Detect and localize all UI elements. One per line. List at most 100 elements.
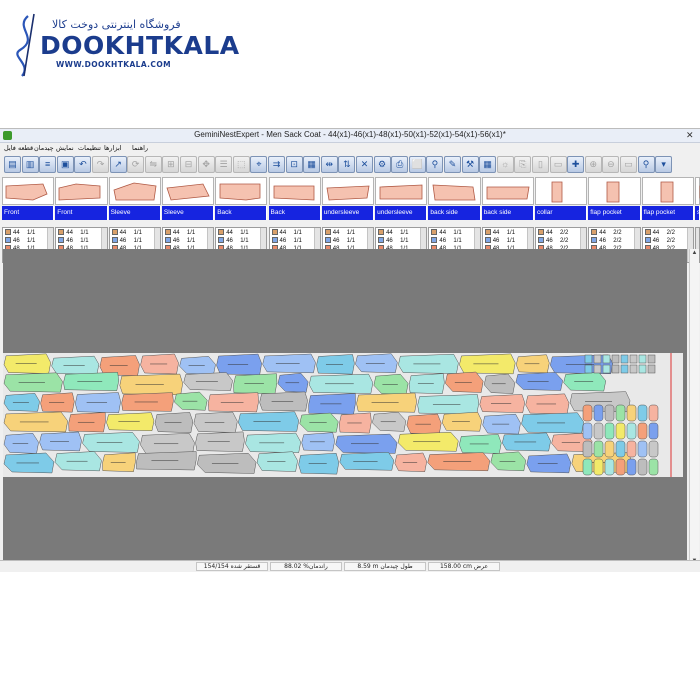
tools-button[interactable]: ⚒ xyxy=(461,156,479,173)
align-button[interactable]: ⊞ xyxy=(162,156,180,173)
size-checkbox[interactable] xyxy=(271,237,278,244)
size-row[interactable]: 44 1/1 xyxy=(431,229,462,237)
delete-button[interactable]: ✕ xyxy=(356,156,373,173)
piece-button[interactable]: ▭ xyxy=(549,156,567,173)
size-row[interactable]: 46 1/1 xyxy=(58,237,89,245)
size-row[interactable]: 44 1/1 xyxy=(378,229,408,237)
select-button[interactable]: ⊡ xyxy=(285,156,303,173)
size-checkbox[interactable] xyxy=(484,237,491,244)
size-row[interactable]: 46 1/1 xyxy=(324,237,355,245)
piece-label[interactable]: back side xyxy=(428,206,481,220)
size-checkbox[interactable] xyxy=(431,229,438,236)
open-nest-button[interactable]: ▥ xyxy=(21,156,39,173)
zoom-out-button[interactable]: ⊖ xyxy=(602,156,620,173)
size-list-scrollbar[interactable] xyxy=(313,228,320,262)
vertical-scrollbar[interactable]: ▲ ▼ xyxy=(689,249,699,566)
marker-area[interactable] xyxy=(3,353,683,477)
piece-thumbnail[interactable] xyxy=(55,177,108,205)
piece-label[interactable]: Front xyxy=(2,206,55,220)
zoom-in-button[interactable]: ⊕ xyxy=(584,156,602,173)
size-checkbox[interactable] xyxy=(591,237,598,244)
size-row[interactable]: 44 1/1 xyxy=(484,229,515,237)
piece-label[interactable]: undersleeve xyxy=(321,206,375,220)
zoom-box-button[interactable]: ⬜ xyxy=(408,156,426,173)
size-checkbox[interactable] xyxy=(164,229,171,236)
size-list-scrollbar[interactable] xyxy=(686,228,693,262)
save-button[interactable]: ▣ xyxy=(56,156,74,173)
menu-item-4[interactable]: تنظیمات xyxy=(78,144,101,152)
piece-thumbnail[interactable] xyxy=(2,177,55,205)
size-list-scrollbar[interactable] xyxy=(473,228,480,262)
piece-label[interactable]: collar xyxy=(535,206,588,220)
menu-item-0[interactable]: فایل xyxy=(4,144,16,152)
size-list-scrollbar[interactable] xyxy=(47,228,54,262)
size-list-scrollbar[interactable] xyxy=(153,228,160,262)
size-list-scrollbar[interactable] xyxy=(633,228,640,262)
split-button[interactable]: ⇹ xyxy=(320,156,338,173)
piece-thumbnail[interactable] xyxy=(535,177,588,205)
size-row[interactable]: 46 1/1 xyxy=(378,237,408,245)
piece-thumbnail[interactable] xyxy=(641,177,694,205)
rotate-button[interactable]: ⟳ xyxy=(127,156,145,173)
piece-label[interactable]: sc xyxy=(694,206,700,220)
size-row[interactable]: 46 1/1 xyxy=(5,237,35,245)
dropdown-button[interactable]: ▾ xyxy=(655,156,673,173)
settings-button[interactable]: ⚙ xyxy=(373,156,391,173)
size-checkbox[interactable] xyxy=(5,237,11,244)
piece-label[interactable]: Back xyxy=(268,206,321,220)
menu-item-3[interactable]: نمایش xyxy=(56,144,74,152)
sun-button[interactable]: ☼ xyxy=(496,156,514,173)
print-button[interactable]: ⎙ xyxy=(391,156,409,173)
menu-item-2[interactable]: چیدمان xyxy=(34,144,54,152)
sort-button[interactable]: ⇅ xyxy=(338,156,356,173)
nest-button[interactable]: ⬚ xyxy=(232,156,250,173)
size-checkbox[interactable] xyxy=(218,237,225,244)
size-row[interactable]: 46 1/1 xyxy=(271,237,302,245)
menu-item-1[interactable]: قطعه xyxy=(18,144,34,152)
size-checkbox[interactable] xyxy=(111,237,118,244)
size-list-scrollbar[interactable] xyxy=(580,228,587,262)
size-list-scrollbar[interactable] xyxy=(526,228,533,262)
size-row[interactable]: 44 1/1 xyxy=(5,229,35,237)
size-checkbox[interactable] xyxy=(324,229,331,236)
measure-button[interactable]: ⌖ xyxy=(250,156,268,173)
size-row[interactable]: 44 2/2 xyxy=(538,229,568,237)
menu-item-6[interactable]: راهنما xyxy=(132,144,149,152)
size-row[interactable]: 44 1/1 xyxy=(218,229,249,237)
size-list-scrollbar[interactable] xyxy=(367,228,374,262)
piece-thumbnail[interactable] xyxy=(161,177,215,205)
size-row[interactable]: 44 1/1 xyxy=(271,229,302,237)
compact-button[interactable]: ⊟ xyxy=(180,156,197,173)
piece-label[interactable]: Front xyxy=(55,206,108,220)
piece-label[interactable]: undersleeve xyxy=(375,206,428,220)
piece-label[interactable]: flap pocket xyxy=(588,206,641,220)
piece-thumbnail[interactable] xyxy=(321,177,375,205)
size-row[interactable]: 46 1/1 xyxy=(111,237,142,245)
size-checkbox[interactable] xyxy=(484,229,491,236)
piece-label[interactable]: back side xyxy=(481,206,534,220)
size-checkbox[interactable] xyxy=(164,237,171,244)
piece-label[interactable]: Sleeve xyxy=(108,206,161,220)
piece-thumbnail[interactable] xyxy=(215,177,268,205)
piece-thumbnail[interactable] xyxy=(481,177,534,205)
piece-thumbnail[interactable] xyxy=(375,177,428,205)
size-checkbox[interactable] xyxy=(5,229,11,236)
group-button[interactable]: ▦ xyxy=(303,156,321,173)
scroll-up-icon[interactable]: ▲ xyxy=(691,250,698,256)
list-button[interactable]: ≡ xyxy=(39,156,57,173)
size-list-scrollbar[interactable] xyxy=(695,228,699,262)
piece-thumbnail[interactable] xyxy=(268,177,321,205)
page-button[interactable]: ▯ xyxy=(532,156,549,173)
piece-label[interactable]: Sleeve xyxy=(161,206,215,220)
size-checkbox[interactable] xyxy=(111,229,118,236)
size-checkbox[interactable] xyxy=(644,237,651,244)
arrange-button[interactable]: ⇉ xyxy=(268,156,285,173)
pointer-button[interactable]: ↗ xyxy=(109,156,127,173)
size-row[interactable]: 44 1/1 xyxy=(164,229,195,237)
size-row[interactable]: 44 2/2 xyxy=(591,229,622,237)
size-checkbox[interactable] xyxy=(218,229,225,236)
stack-button[interactable]: ☰ xyxy=(215,156,233,173)
size-row[interactable]: 44 2/2 xyxy=(644,229,675,237)
size-row[interactable]: 46 2/2 xyxy=(538,237,568,245)
move-button[interactable]: ✥ xyxy=(197,156,215,173)
